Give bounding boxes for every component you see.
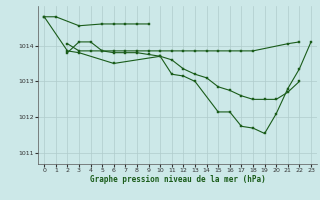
X-axis label: Graphe pression niveau de la mer (hPa): Graphe pression niveau de la mer (hPa) xyxy=(90,175,266,184)
